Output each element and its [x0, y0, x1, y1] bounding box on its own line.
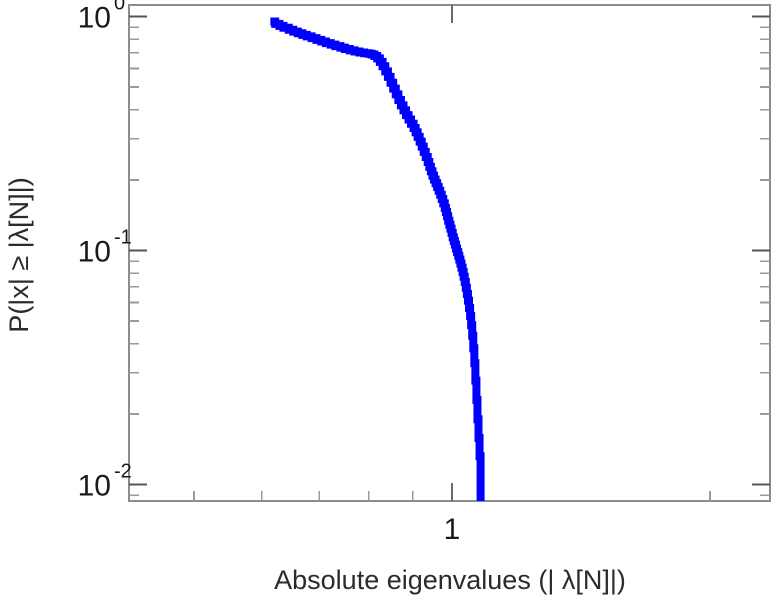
data-series-line-0: [270, 17, 485, 501]
axes-frame: [127, 3, 772, 503]
y-axis-title: P(|x| ≥ |λ[N]|): [4, 177, 34, 332]
y-tick-exponent-0: 0: [114, 0, 125, 15]
x-tick-label-0: 1: [444, 513, 461, 546]
axis-ticks: [129, 5, 770, 501]
y-tick-label-1: 10: [78, 236, 111, 269]
y-tick-label-0: 10: [78, 2, 111, 35]
tick-labels-group: 10 010 -110 -21: [78, 0, 461, 546]
y-tick-exponent-2: -2: [114, 460, 132, 482]
x-axis-title: Absolute eigenvalues (| λ[N]|): [274, 565, 626, 595]
y-tick-exponent-1: -1: [114, 227, 132, 249]
data-series-group: [270, 17, 485, 501]
y-tick-label-2: 10: [78, 469, 111, 502]
plot-frame: [127, 3, 772, 503]
